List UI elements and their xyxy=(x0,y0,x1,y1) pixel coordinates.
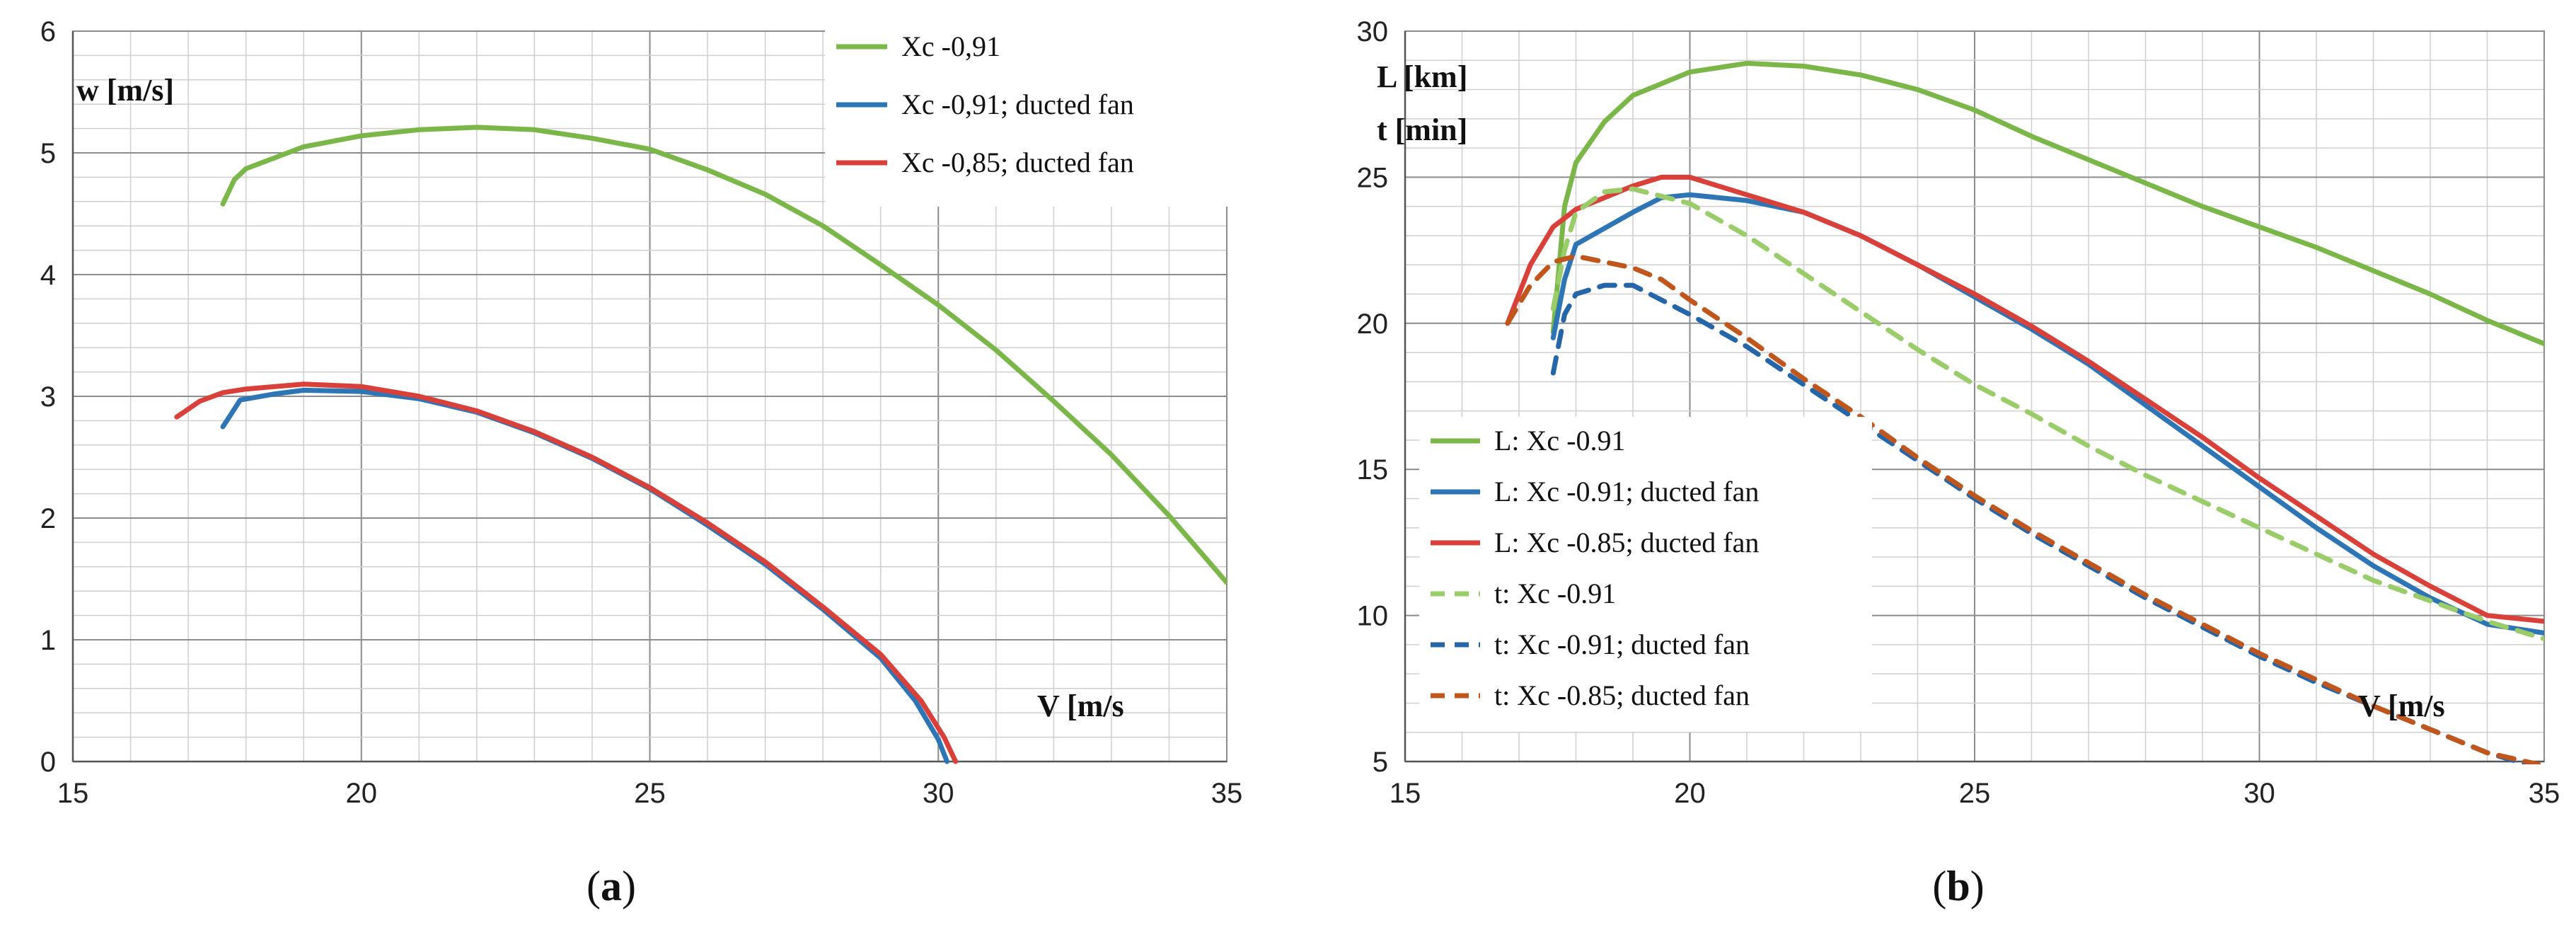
x-tick-label: 20 xyxy=(346,778,378,809)
panel-a-series-group xyxy=(174,125,1227,764)
panel-a-caption: (a) xyxy=(587,863,636,909)
legend-entry-label: t: Xc -0.91 xyxy=(1494,578,1616,609)
panel-a-legend: Xc -0,91 Xc -0,91; ducted fan Xc -0,85; du… xyxy=(825,23,1249,207)
series-line-3 xyxy=(1505,174,2544,624)
panel-b-caption-letter: b xyxy=(1946,863,1970,909)
x-tick-label: 15 xyxy=(57,778,89,809)
legend-entry-label: L: Xc -0.91 xyxy=(1494,425,1626,456)
legend-background xyxy=(825,23,1249,207)
y-tick-label: 3 xyxy=(40,381,56,413)
x-tick-label: 15 xyxy=(1390,778,1421,809)
panel-b-y-axis-label-line-2: t [min] xyxy=(1377,113,1467,147)
y-tick-label: 4 xyxy=(40,260,56,291)
y-tick-label: 5 xyxy=(1373,747,1388,778)
series-line-4 xyxy=(1550,186,2544,642)
panel-a-y-axis-label: w [m/s] xyxy=(76,73,174,108)
x-tick-label: 35 xyxy=(1211,778,1243,809)
panel-b-caption: (b) xyxy=(1932,863,1984,909)
series-line-2 xyxy=(220,387,949,764)
legend-entry-label: Xc -0,91; ducted fan xyxy=(901,88,1134,120)
y-tick-label: 25 xyxy=(1357,162,1389,193)
panel-a-chart: 15 20 25 30 35 0 1 2 3 4 5 6 Xc -0,91 Xc -0,91; duc… xyxy=(40,16,1249,909)
y-tick-label: 5 xyxy=(40,138,56,169)
x-tick-label: 35 xyxy=(2529,778,2560,809)
panel-a-caption-letter: a xyxy=(601,863,622,909)
legend-entry-label: t: Xc -0.85; ducted fan xyxy=(1494,679,1750,711)
legend-entry-label: t: Xc -0.91; ducted fan xyxy=(1494,628,1750,660)
panel-b-y-axis-label-line-1: L [km] xyxy=(1377,59,1467,94)
panel-b-legend: L: Xc -0.91 L: Xc -0.91; ducted fan L: Xc … xyxy=(1419,417,1872,732)
panel-a-plot-area xyxy=(71,30,1228,763)
legend-entry-label: Xc -0,91 xyxy=(901,30,1000,62)
y-tick-label: 0 xyxy=(40,747,56,778)
legend-entry-label: Xc -0,85; ducted fan xyxy=(901,146,1134,178)
panel-b-x-ticks: 15 20 25 30 35 xyxy=(1390,778,2560,809)
series-line-6 xyxy=(1505,253,2541,764)
y-tick-label: 20 xyxy=(1357,309,1389,340)
y-tick-label: 10 xyxy=(1357,601,1389,632)
legend-background xyxy=(1419,417,1872,732)
legend-entry-label: L: Xc -0.85; ducted fan xyxy=(1494,527,1759,558)
x-tick-label: 30 xyxy=(923,778,954,809)
series-line-1 xyxy=(1550,60,2544,347)
series-line-1 xyxy=(220,125,1227,585)
x-tick-label: 30 xyxy=(2243,778,2275,809)
series-line-3 xyxy=(174,381,959,764)
x-tick-label: 20 xyxy=(1674,778,1706,809)
panel-a-x-axis-label: V [m/s xyxy=(1037,689,1124,723)
series-line-2 xyxy=(1550,192,2544,636)
panel-b-plot-area xyxy=(1404,30,2545,763)
y-tick-label: 15 xyxy=(1357,454,1389,486)
y-tick-label: 30 xyxy=(1357,16,1389,47)
y-tick-label: 2 xyxy=(40,503,56,534)
y-tick-label: 6 xyxy=(40,16,56,47)
x-tick-label: 25 xyxy=(634,778,666,809)
x-tick-label: 25 xyxy=(1959,778,1991,809)
panel-b-series-group xyxy=(1505,60,2544,764)
panel-b-x-axis-label: V [m/s xyxy=(2358,689,2445,723)
panel-b-y-ticks: 5 10 15 20 25 30 xyxy=(1357,16,1389,778)
legend-entry-label: L: Xc -0.91; ducted fan xyxy=(1494,476,1759,507)
panel-a-y-ticks: 0 1 2 3 4 5 6 xyxy=(40,16,56,778)
y-tick-label: 1 xyxy=(40,625,56,656)
panel-a-x-ticks: 15 20 25 30 35 xyxy=(57,778,1243,809)
